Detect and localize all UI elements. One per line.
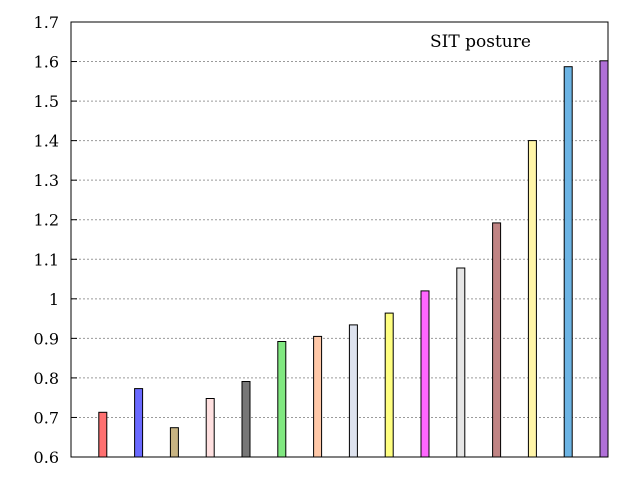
- bar-3: [169, 427, 179, 458]
- y-tick-label: 1.6: [34, 53, 59, 72]
- y-tick-label: 0.6: [34, 448, 59, 467]
- y-tick-label: 1.2: [34, 211, 59, 230]
- bar-14: [563, 66, 573, 458]
- y-tick-label: 1.3: [34, 171, 59, 190]
- y-tick-label: 0.8: [34, 369, 59, 388]
- y-tick-label: 1.5: [34, 92, 59, 111]
- bar-12: [492, 222, 502, 458]
- bar-7: [313, 335, 323, 458]
- bar-13: [527, 140, 537, 458]
- bar-8: [348, 324, 358, 458]
- bar-4: [205, 398, 215, 458]
- y-tick-label: 0.7: [34, 408, 59, 427]
- bar-5: [241, 381, 251, 458]
- bar-1: [98, 411, 108, 458]
- y-tick-label: 1: [49, 290, 59, 309]
- y-tick-label: 1.4: [34, 132, 59, 151]
- y-tick-label: 0.9: [34, 329, 59, 348]
- gridlines: [71, 61, 608, 418]
- y-tick-label: 1.7: [34, 13, 59, 32]
- bar-11: [456, 267, 466, 458]
- bar-2: [134, 388, 144, 458]
- bar-15: [599, 60, 609, 458]
- plot-frame: [70, 21, 609, 458]
- bar-10: [420, 290, 430, 458]
- bar-6: [277, 341, 287, 458]
- y-tick-label: 1.1: [34, 250, 59, 269]
- bar-9: [384, 312, 394, 458]
- y-axis: 0.6 0.7 0.8 0.9 1 1.1 1.2 1.3 1.4 1.5 1.6 1.7: [34, 13, 608, 467]
- bars: [98, 60, 609, 458]
- chart-annotation: SIT posture: [430, 32, 531, 52]
